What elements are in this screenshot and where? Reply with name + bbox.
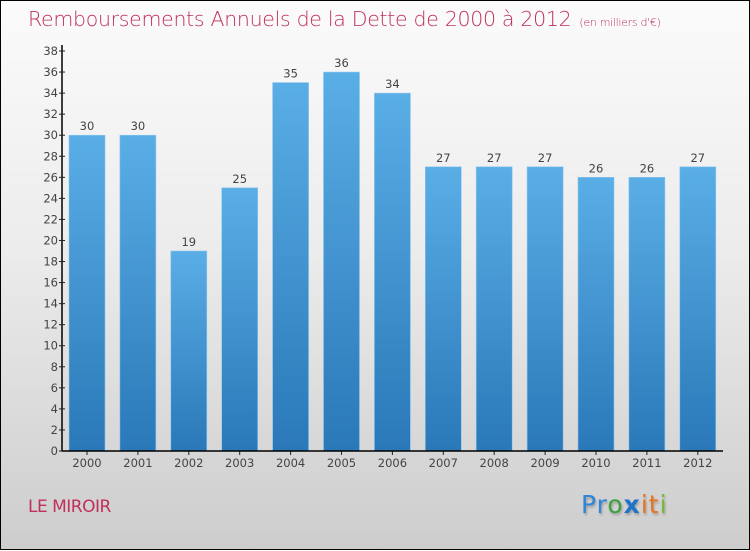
x-tick-label: 2009 bbox=[530, 456, 559, 470]
bar-2008 bbox=[475, 166, 513, 452]
bar-2000 bbox=[68, 134, 106, 452]
data-label-2011: 26 bbox=[640, 161, 655, 175]
bar-2006 bbox=[374, 92, 411, 452]
data-label-2003: 25 bbox=[232, 172, 247, 186]
y-tick-label: 24 bbox=[43, 191, 58, 205]
x-tick-label: 2010 bbox=[581, 456, 610, 470]
town-name: LE MIROIR bbox=[28, 497, 111, 517]
x-tick-label: 2006 bbox=[378, 456, 407, 470]
bars: 30 30 19 25 35 36 34 27 27 27 26 26 27 bbox=[68, 56, 717, 452]
data-label-2002: 19 bbox=[181, 235, 196, 249]
x-tick-label: 2012 bbox=[683, 456, 712, 470]
x-axis: 2000 2001 2002 2003 2004 2005 2006 2007 2008 2009… bbox=[62, 450, 723, 470]
chart-title: Remboursements Annuels de la Dette de 20… bbox=[28, 7, 661, 31]
y-tick-label: 12 bbox=[43, 318, 58, 332]
logo-letter: t bbox=[648, 490, 660, 519]
y-tick-label: 0 bbox=[51, 444, 58, 458]
x-tick-label: 2003 bbox=[225, 456, 254, 470]
y-tick-label: 2 bbox=[51, 423, 58, 437]
y-tick-label: 8 bbox=[51, 360, 58, 374]
logo-letter: i bbox=[659, 490, 668, 519]
logo-letter: P bbox=[581, 490, 597, 519]
x-tick-label: 2008 bbox=[480, 456, 509, 470]
data-label-2006: 34 bbox=[385, 77, 400, 91]
bar-2012 bbox=[679, 166, 717, 452]
y-tick-label: 28 bbox=[43, 149, 58, 163]
x-tick-label: 2007 bbox=[429, 456, 458, 470]
y-tick-label: 14 bbox=[43, 297, 58, 311]
y-tick-label: 30 bbox=[43, 128, 58, 142]
bar-2011 bbox=[628, 177, 666, 452]
bar-2002 bbox=[170, 250, 208, 452]
data-label-2000: 30 bbox=[80, 119, 95, 133]
bar-2001 bbox=[119, 134, 157, 452]
y-tick-label: 16 bbox=[43, 276, 58, 290]
bar-2004 bbox=[272, 82, 309, 452]
data-label-2008: 27 bbox=[487, 151, 502, 165]
y-tick-label: 34 bbox=[43, 86, 58, 100]
data-label-2009: 27 bbox=[538, 151, 553, 165]
logo-letter: r bbox=[596, 490, 608, 519]
y-tick-label: 20 bbox=[43, 233, 58, 247]
logo-letter: i bbox=[640, 490, 649, 519]
x-tick-label: 2000 bbox=[72, 456, 101, 470]
y-tick-label: 10 bbox=[43, 339, 58, 353]
logo-letter: o bbox=[607, 490, 624, 519]
x-tick-label: 2005 bbox=[327, 456, 356, 470]
y-tick-label: 22 bbox=[43, 212, 58, 226]
proxiti-logo[interactable]: Proxiti bbox=[581, 490, 668, 519]
data-label-2007: 27 bbox=[436, 151, 451, 165]
x-tick-label: 2004 bbox=[276, 456, 305, 470]
y-tick-label: 18 bbox=[43, 255, 58, 269]
chart-subtitle: (en milliers d'€) bbox=[579, 16, 661, 29]
x-tick-label: 2011 bbox=[632, 456, 661, 470]
data-label-2012: 27 bbox=[690, 151, 705, 165]
logo-letter: x bbox=[623, 490, 641, 519]
data-label-2010: 26 bbox=[589, 161, 604, 175]
bar-2005 bbox=[323, 71, 360, 452]
data-label-2001: 30 bbox=[131, 119, 146, 133]
x-tick-label: 2001 bbox=[123, 456, 152, 470]
bar-2010 bbox=[577, 177, 615, 452]
y-tick-label: 26 bbox=[43, 170, 58, 184]
y-tick-label: 36 bbox=[43, 65, 58, 79]
bar-2007 bbox=[424, 166, 462, 452]
y-tick-label: 38 bbox=[43, 44, 58, 58]
data-label-2005: 36 bbox=[334, 56, 349, 70]
bar-2003 bbox=[221, 187, 258, 452]
data-label-2004: 35 bbox=[283, 67, 298, 81]
y-tick-label: 6 bbox=[51, 381, 58, 395]
y-tick-label: 32 bbox=[43, 107, 58, 121]
x-tick-label: 2002 bbox=[174, 456, 203, 470]
bar-2009 bbox=[526, 166, 564, 452]
chart-title-text: Remboursements Annuels de la Dette de 20… bbox=[28, 7, 572, 31]
y-tick-label: 4 bbox=[51, 402, 58, 416]
